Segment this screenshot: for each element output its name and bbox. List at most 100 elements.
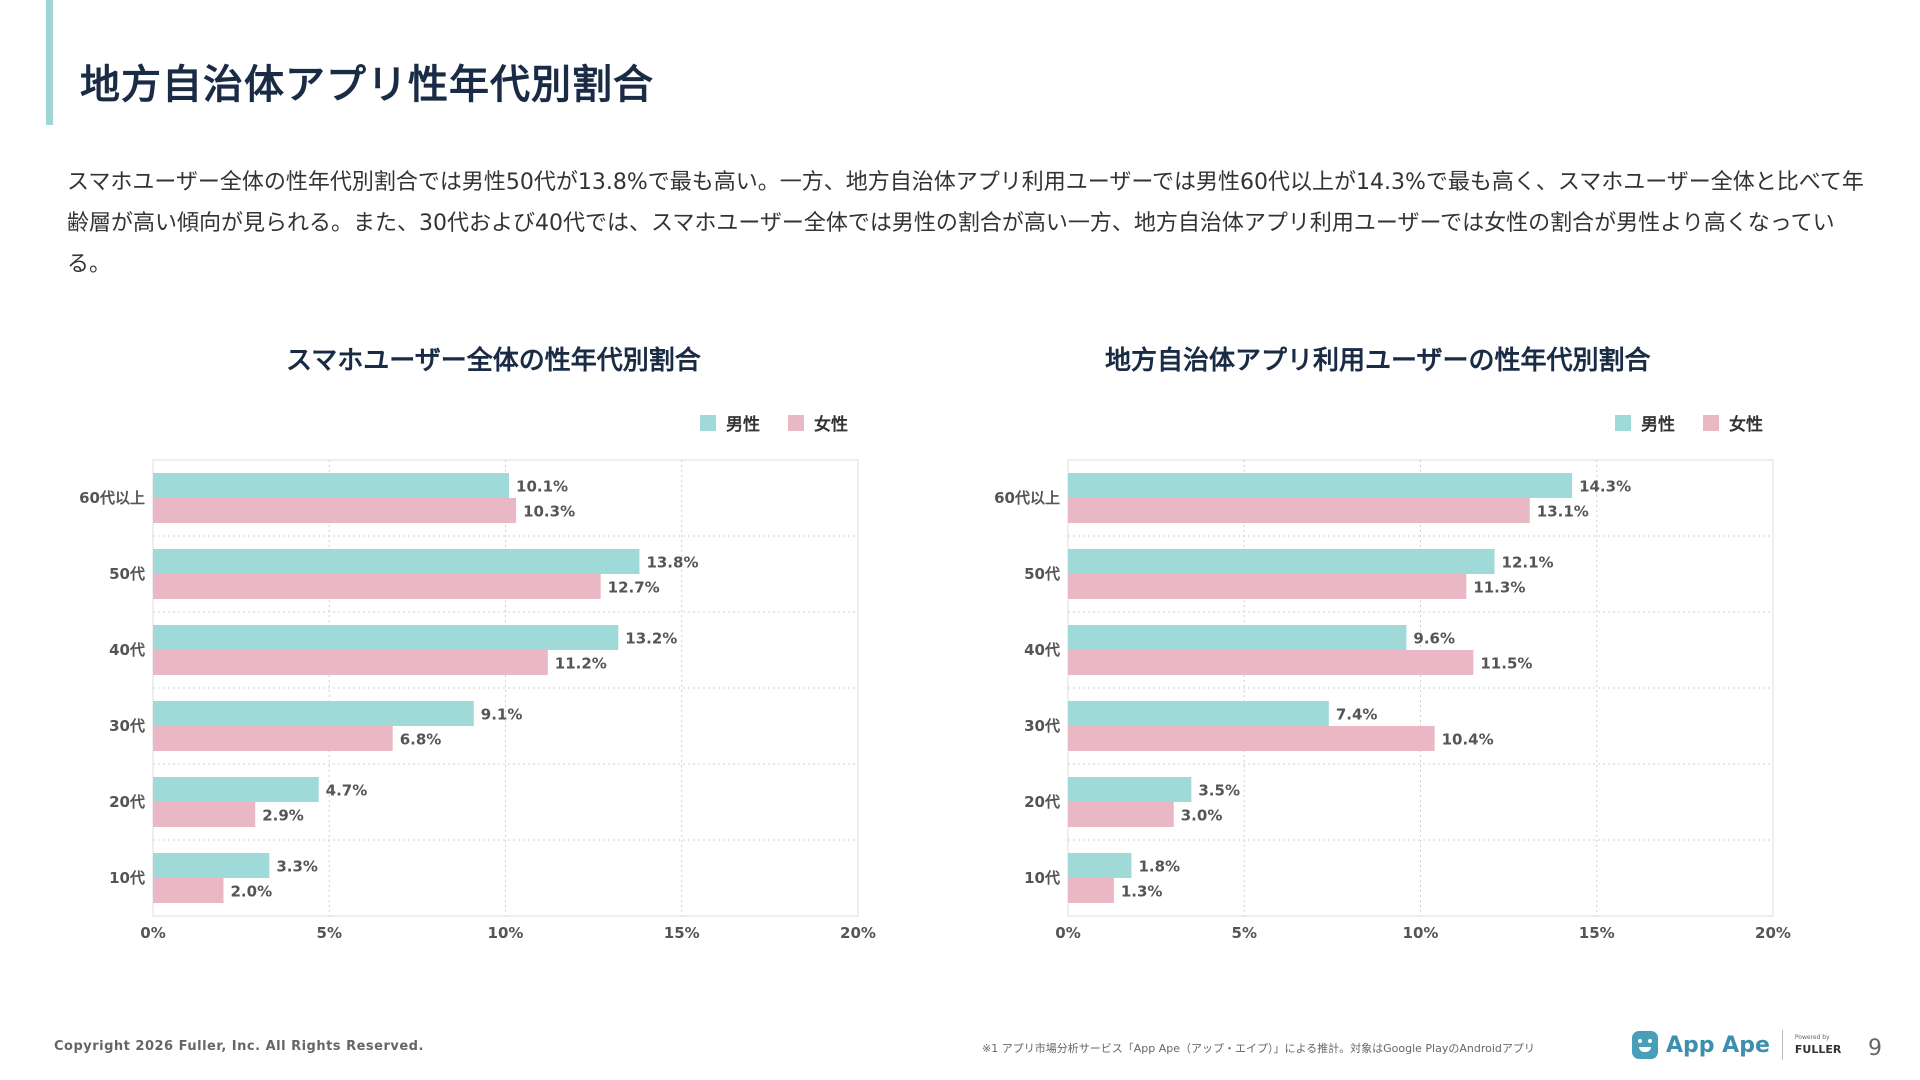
bar-female: [153, 878, 224, 903]
y-category-label: 10代: [109, 869, 145, 887]
data-label: 11.2%: [555, 655, 607, 673]
bar-male: [1068, 701, 1329, 726]
data-label: 9.1%: [481, 706, 523, 724]
page-title: 地方自治体アプリ性年代別割合: [80, 62, 654, 108]
bar-female: [153, 726, 393, 751]
y-category-label: 40代: [1024, 641, 1060, 659]
data-label: 3.5%: [1198, 782, 1240, 800]
x-tick-label: 10%: [488, 924, 524, 942]
legend-female-label: 女性: [814, 415, 848, 435]
data-label: 2.9%: [262, 807, 304, 825]
bar-female: [1068, 650, 1474, 675]
chart-legend: 男性 女性: [1615, 410, 1763, 435]
app-ape-logo: App Ape Powered by FULLER: [1632, 1030, 1841, 1060]
data-label: 1.3%: [1121, 883, 1163, 901]
bar-male: [153, 625, 619, 650]
bar-female: [1068, 802, 1174, 827]
legend-female: 女性: [1703, 410, 1763, 435]
y-category-label: 30代: [109, 717, 145, 735]
y-category-label: 20代: [109, 793, 145, 811]
bar-female: [1068, 726, 1435, 751]
bar-male: [153, 853, 270, 878]
legend-female-swatch: [1703, 414, 1719, 431]
copyright: Copyright 2026 Fuller, Inc. All Rights R…: [54, 1039, 424, 1054]
data-label: 10.4%: [1442, 731, 1494, 749]
data-label: 7.4%: [1336, 706, 1378, 724]
bar-chart-plot: 0% 5% 10% 15% 20% 60代以上 10.1% 10.3% 50代 13.8% 12.7…: [79, 459, 876, 942]
x-tick-label: 5%: [1232, 924, 1257, 942]
bar-female: [153, 574, 601, 599]
footnote: ※1 アプリ市場分析サービス「App Ape（アップ・エイプ）」による推計。対象…: [982, 1042, 1535, 1055]
data-label: 10.3%: [523, 503, 575, 521]
x-tick-label: 20%: [840, 924, 876, 942]
y-category-label: 40代: [109, 641, 145, 659]
x-tick-label: 0%: [140, 924, 165, 942]
bar-female: [153, 498, 517, 523]
page-number: 9: [1868, 1036, 1882, 1061]
data-label: 3.3%: [276, 858, 318, 876]
data-label: 13.1%: [1537, 503, 1589, 521]
legend-male-swatch: [1615, 414, 1631, 431]
y-category-label: 50代: [109, 565, 145, 583]
chart-title: スマホユーザー全体の性年代別割合: [286, 346, 701, 376]
legend-female: 女性: [788, 410, 848, 435]
bar-female: [1068, 878, 1114, 903]
bar-male: [1068, 853, 1132, 878]
y-category-label: 10代: [1024, 869, 1060, 887]
description-text: スマホユーザー全体の性年代別割合では男性50代が13.8%で最も高い。一方、地方…: [67, 170, 1864, 277]
data-label: 13.2%: [625, 630, 677, 648]
legend-male-swatch: [700, 414, 716, 431]
x-tick-label: 15%: [664, 924, 700, 942]
legend-male: 男性: [1615, 410, 1675, 435]
legend-female-label: 女性: [1729, 415, 1763, 435]
app-ape-icon: [1632, 1031, 1658, 1059]
bar-male: [153, 473, 510, 498]
x-tick-label: 5%: [317, 924, 342, 942]
bar-female: [153, 650, 548, 675]
x-tick-label: 20%: [1755, 924, 1791, 942]
fuller-text: FULLER: [1794, 1043, 1842, 1056]
y-category-label: 20代: [1024, 793, 1060, 811]
legend-female-swatch: [788, 414, 804, 431]
bar-chart-plot: 0% 5% 10% 15% 20% 60代以上 14.3% 13.1% 50代 12.1% 11.3…: [994, 459, 1791, 942]
data-label: 11.5%: [1480, 655, 1532, 673]
y-category-label: 50代: [1024, 565, 1060, 583]
bar-female: [153, 802, 256, 827]
data-label: 3.0%: [1181, 807, 1223, 825]
x-tick-label: 10%: [1403, 924, 1439, 942]
chart-title: 地方自治体アプリ利用ユーザーの性年代別割合: [1105, 346, 1651, 376]
data-label: 1.8%: [1138, 858, 1180, 876]
bar-female: [1068, 498, 1530, 523]
data-label: 2.0%: [231, 883, 273, 901]
y-category-label: 60代以上: [79, 489, 145, 507]
y-category-label: 30代: [1024, 717, 1060, 735]
bar-male: [1068, 549, 1495, 574]
data-label: 10.1%: [516, 478, 568, 496]
bar-male: [153, 549, 640, 574]
legend-male: 男性: [700, 410, 760, 435]
legend-male-label: 男性: [1641, 415, 1675, 435]
chart-local-gov-app-users: 地方自治体アプリ利用ユーザーの性年代別割合 男性 女性 0% 5% 10% 15% 20…: [975, 330, 1875, 970]
powered-by-text: Powered by: [1794, 1034, 1830, 1041]
logo-divider: [1781, 1030, 1783, 1060]
title-accent-bar: [46, 0, 53, 125]
data-label: 12.7%: [608, 579, 660, 597]
logo-text: App Ape: [1666, 1032, 1770, 1058]
data-label: 9.6%: [1413, 630, 1455, 648]
bar-male: [1068, 625, 1407, 650]
y-category-label: 60代以上: [994, 489, 1060, 507]
legend-male-label: 男性: [726, 415, 760, 435]
data-label: 12.1%: [1502, 554, 1554, 572]
data-label: 11.3%: [1473, 579, 1525, 597]
chart-smartphone-users: スマホユーザー全体の性年代別割合 男性 女性 0% 5% 10% 15% 20% 60代以…: [60, 330, 960, 970]
bar-male: [153, 777, 319, 802]
chart-legend: 男性 女性: [700, 410, 848, 435]
bar-male: [1068, 473, 1573, 498]
bar-male: [153, 701, 474, 726]
data-label: 13.8%: [646, 554, 698, 572]
x-tick-label: 0%: [1055, 924, 1080, 942]
powered-by-fuller: Powered by FULLER: [1794, 1034, 1842, 1056]
bar-female: [1068, 574, 1467, 599]
data-label: 6.8%: [400, 731, 442, 749]
bar-male: [1068, 777, 1192, 802]
